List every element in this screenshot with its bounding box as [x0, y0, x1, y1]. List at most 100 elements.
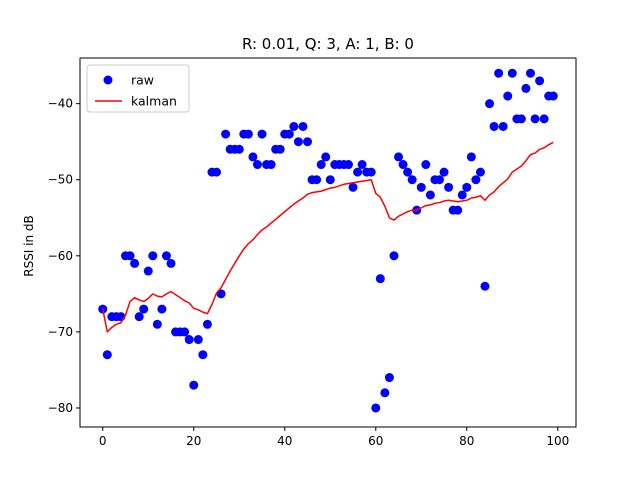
chart-title: R: 0.01, Q: 3, A: 1, B: 0	[242, 35, 414, 53]
data-point-raw	[321, 152, 331, 162]
data-point-raw	[398, 160, 408, 170]
data-point-raw	[530, 114, 540, 124]
data-point-raw	[439, 167, 449, 177]
data-point-raw	[480, 281, 490, 291]
data-point-raw	[139, 304, 149, 314]
data-point-raw	[248, 152, 258, 162]
data-point-raw	[180, 327, 190, 337]
data-point-raw	[221, 129, 231, 139]
data-point-raw	[202, 319, 212, 329]
data-point-raw	[243, 129, 253, 139]
data-point-raw	[475, 167, 485, 177]
data-point-raw	[130, 258, 140, 268]
data-point-raw	[485, 99, 495, 109]
data-point-raw	[193, 335, 203, 345]
data-point-raw	[189, 380, 199, 390]
data-point-raw	[421, 160, 431, 170]
data-point-raw	[298, 121, 308, 131]
data-point-raw	[507, 68, 517, 78]
series-raw	[98, 68, 558, 413]
data-point-raw	[471, 175, 481, 185]
data-point-raw	[157, 304, 167, 314]
data-point-raw	[148, 251, 158, 261]
data-point-raw	[457, 190, 467, 200]
data-point-raw	[316, 160, 326, 170]
data-point-raw	[380, 388, 390, 398]
x-tick-label: 0	[99, 434, 107, 448]
data-point-raw	[407, 175, 417, 185]
data-point-raw	[293, 137, 303, 147]
data-point-raw	[462, 182, 472, 192]
data-point-raw	[416, 182, 426, 192]
data-point-raw	[375, 274, 385, 284]
data-point-raw	[143, 266, 153, 276]
plot-area: 0 20 40 60 80 100 −80 −70 −60 −50 −40	[48, 57, 577, 448]
data-point-raw	[348, 182, 358, 192]
y-tick-label: −40	[48, 97, 73, 111]
data-point-raw	[394, 152, 404, 162]
data-point-raw	[503, 91, 513, 101]
y-tick-label: −50	[48, 173, 73, 187]
legend-label-raw: raw	[131, 73, 154, 88]
data-point-raw	[434, 175, 444, 185]
y-tick-label: −60	[48, 249, 73, 263]
series-line-kalman	[102, 141, 554, 333]
legend-label-kalman: kalman	[131, 94, 177, 109]
data-point-raw	[389, 251, 399, 261]
data-point-raw	[275, 144, 285, 154]
data-point-raw	[384, 373, 394, 383]
x-tick-label: 20	[186, 434, 201, 448]
data-point-raw	[498, 121, 508, 131]
data-point-raw	[266, 160, 276, 170]
data-point-raw	[548, 91, 558, 101]
data-point-raw	[198, 350, 208, 360]
legend-swatch-raw	[103, 75, 113, 85]
data-point-raw	[357, 160, 367, 170]
axes-frame	[79, 57, 577, 428]
data-point-raw	[289, 121, 299, 131]
data-point-raw	[166, 258, 176, 268]
x-tick-label: 40	[277, 434, 292, 448]
data-point-raw	[312, 175, 322, 185]
y-axis-label: RSSI in dB	[22, 215, 36, 277]
data-point-raw	[444, 182, 454, 192]
data-point-raw	[466, 152, 476, 162]
data-point-raw	[539, 114, 549, 124]
data-point-raw	[216, 289, 226, 299]
data-point-raw	[284, 129, 294, 139]
data-point-raw	[125, 251, 135, 261]
y-tick-label: −70	[48, 325, 73, 339]
data-point-raw	[184, 335, 194, 345]
data-point-raw	[257, 129, 267, 139]
series-kalman	[102, 141, 554, 333]
y-tick-label: −80	[48, 401, 73, 415]
legend: raw kalman	[86, 64, 190, 113]
data-point-raw	[526, 68, 535, 78]
x-tick-label: 60	[368, 434, 383, 448]
x-tick-label: 100	[546, 434, 569, 448]
data-point-raw	[353, 167, 363, 177]
data-point-raw	[303, 137, 313, 147]
data-point-raw	[371, 403, 381, 413]
data-point-raw	[494, 68, 504, 78]
data-point-raw	[343, 160, 353, 170]
data-point-raw	[212, 167, 222, 177]
data-point-raw	[325, 175, 335, 185]
data-point-raw	[535, 76, 545, 86]
data-point-raw	[403, 167, 413, 177]
data-point-raw	[489, 121, 499, 131]
data-point-raw	[252, 160, 262, 170]
x-tick-label: 80	[459, 434, 474, 448]
data-point-raw	[521, 83, 531, 93]
data-point-raw	[453, 205, 463, 215]
data-point-raw	[152, 319, 162, 329]
data-point-raw	[516, 114, 526, 124]
data-point-raw	[161, 251, 171, 261]
data-point-raw	[366, 167, 376, 177]
data-point-raw	[102, 350, 112, 360]
data-point-raw	[134, 312, 144, 322]
data-point-raw	[425, 190, 435, 200]
data-point-raw	[234, 144, 244, 154]
